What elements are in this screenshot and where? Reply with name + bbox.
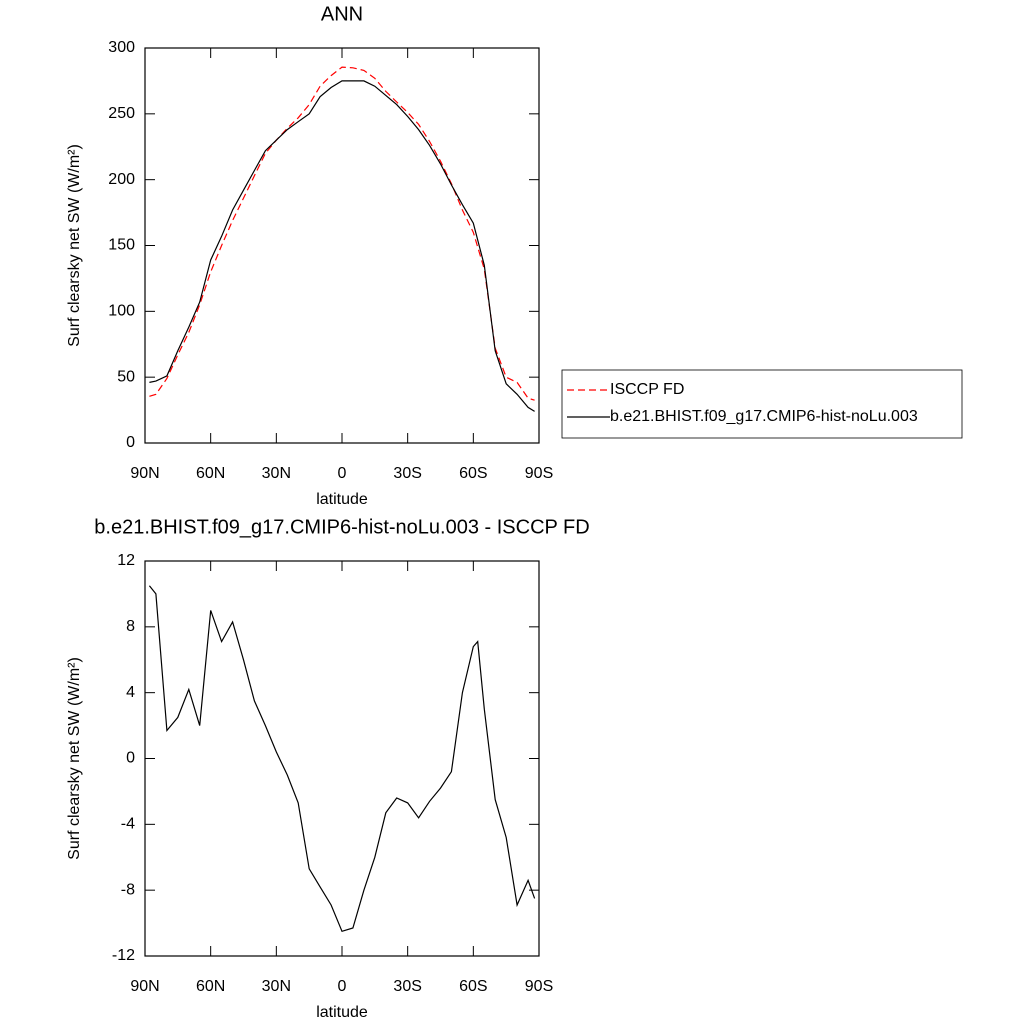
- chart-title: b.e21.BHIST.f09_g17.CMIP6-hist-noLu.003 …: [94, 516, 589, 538]
- x-tick-label: 0: [338, 978, 347, 995]
- y-tick-label: 12: [117, 552, 135, 569]
- x-axis-label: latitude: [316, 491, 368, 508]
- x-tick-label: 30N: [262, 978, 291, 995]
- y-tick-label: -8: [121, 881, 135, 898]
- y-tick-label: 4: [126, 684, 135, 701]
- y-tick-label: 0: [126, 434, 135, 451]
- y-tick-label: 8: [126, 618, 135, 635]
- y-axis-label: Surf clearsky net SW (W/m²): [66, 657, 83, 860]
- x-tick-label: 60S: [459, 978, 487, 995]
- chart-title: ANN: [321, 3, 363, 25]
- series-line: [149, 66, 535, 401]
- legend-label: ISCCP FD: [610, 381, 684, 398]
- legend-label: b.e21.BHIST.f09_g17.CMIP6-hist-noLu.003: [610, 408, 918, 425]
- x-tick-label: 90S: [525, 978, 553, 995]
- data-line: [148, 585, 536, 933]
- x-tick-label: 30S: [393, 465, 421, 482]
- x-tick-label: 0: [338, 465, 347, 482]
- x-tick-label: 60S: [459, 465, 487, 482]
- series-line: [149, 80, 535, 412]
- plot-frame: [144, 47, 540, 444]
- y-tick-label: 200: [108, 171, 135, 188]
- x-tick-label: 60N: [196, 978, 225, 995]
- x-tick-label: 30N: [262, 465, 291, 482]
- y-tick-label: 100: [108, 303, 135, 320]
- legend-box: [561, 369, 963, 439]
- y-tick-label: -4: [121, 816, 135, 833]
- y-tick-label: 50: [117, 368, 135, 385]
- x-tick-label: 90N: [130, 978, 159, 995]
- x-tick-label: 30S: [393, 978, 421, 995]
- y-tick-label: 0: [126, 750, 135, 767]
- x-tick-label: 90N: [130, 465, 159, 482]
- x-tick-label: 60N: [196, 465, 225, 482]
- y-axis-label: Surf clearsky net SW (W/m²): [66, 144, 83, 347]
- y-tick-label: 150: [108, 237, 135, 254]
- y-tick-label: 250: [108, 105, 135, 122]
- x-axis-label: latitude: [316, 1004, 368, 1021]
- y-tick-label: 300: [108, 39, 135, 56]
- plot-frame: [144, 560, 540, 957]
- x-tick-label: 90S: [525, 465, 553, 482]
- y-tick-label: -12: [112, 947, 135, 964]
